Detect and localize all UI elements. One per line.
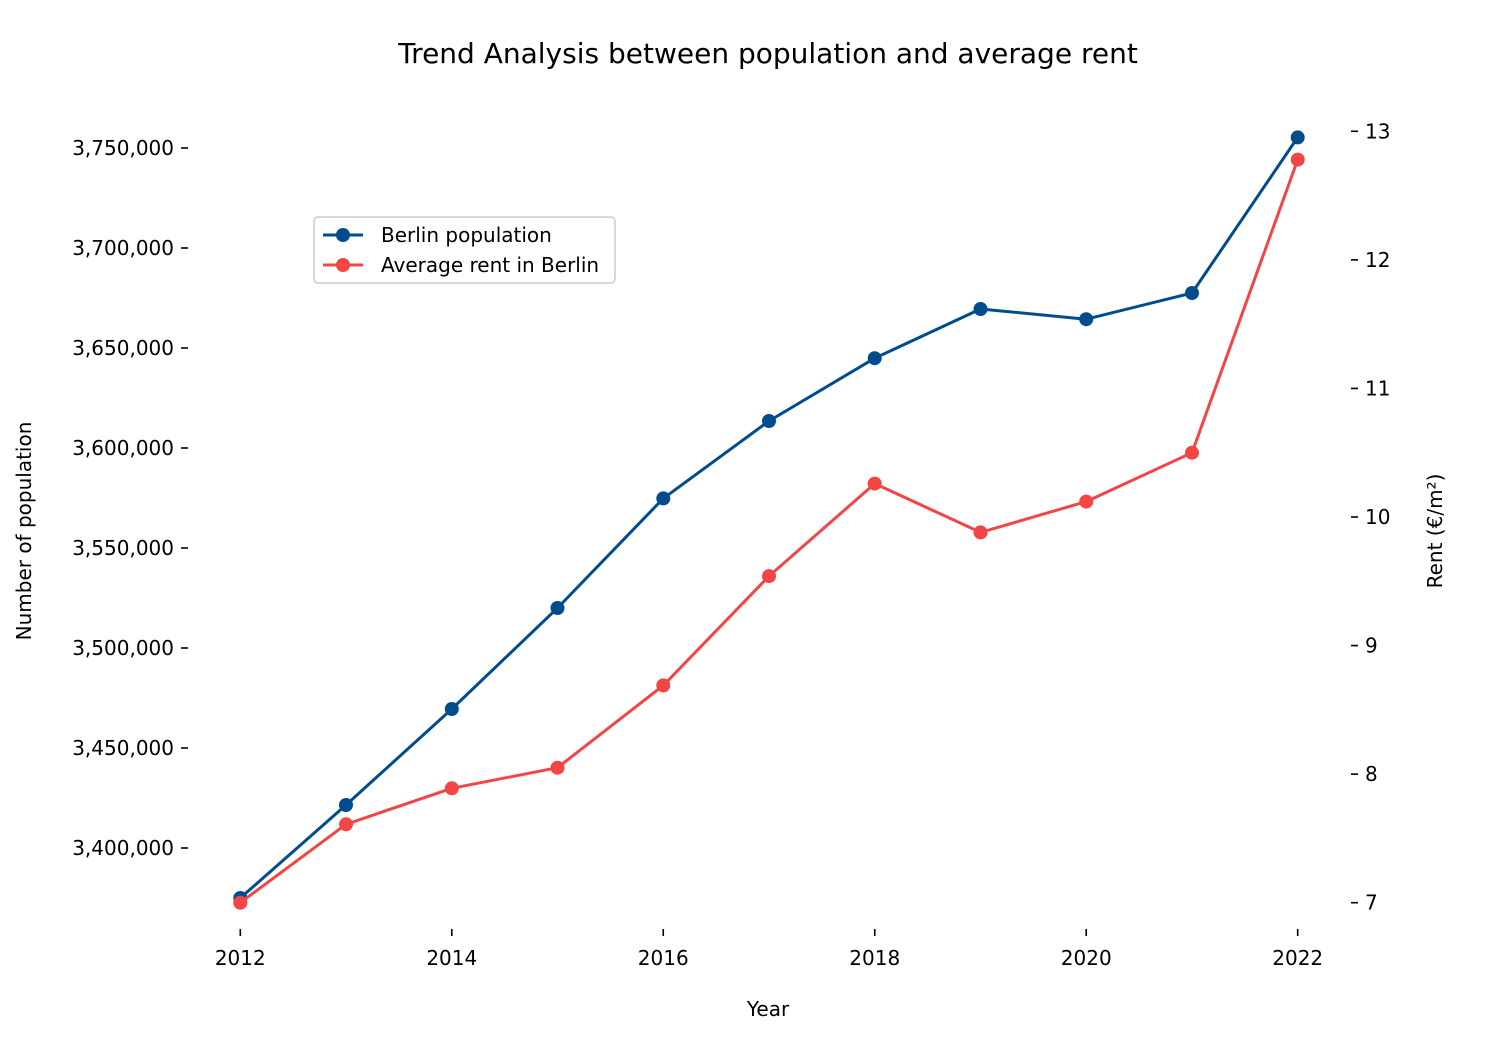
left-y-tick-label: 3,700,000 <box>72 236 174 260</box>
population-data-point <box>1290 130 1305 145</box>
chart-title: Trend Analysis between population and av… <box>397 37 1138 70</box>
rent-data-point <box>1185 445 1199 460</box>
legend-population-marker <box>336 228 350 242</box>
x-axis: 2012 2014 2016 2018 2020 2022 <box>215 929 1323 970</box>
left-y-tick-label: 3,500,000 <box>72 636 174 660</box>
series-layer <box>233 130 1305 910</box>
rent-data-point <box>233 895 248 910</box>
legend-population-label: Berlin population <box>381 223 552 247</box>
right-y-axis-title: Rent (€/m²) <box>1423 474 1447 589</box>
left-y-axis: 3,400,000 3,450,000 3,500,000 3,550,000 3,60… <box>72 136 188 860</box>
right-y-tick-label: 11 <box>1365 376 1390 400</box>
population-data-point <box>973 302 988 316</box>
right-y-tick-label: 12 <box>1365 248 1390 272</box>
population-data-point <box>444 702 459 716</box>
x-tick-label: 2016 <box>638 946 689 970</box>
left-y-tick-label: 3,550,000 <box>72 536 174 560</box>
left-y-tick-label: 3,400,000 <box>72 836 174 860</box>
left-y-tick-label: 3,650,000 <box>72 336 174 360</box>
population-data-point <box>867 351 882 366</box>
x-axis-title: Year <box>746 997 790 1021</box>
left-y-axis-title: Number of population <box>12 422 36 641</box>
population-data-point <box>1079 312 1094 327</box>
rent-data-point <box>1290 152 1305 167</box>
left-y-tick-label: 3,750,000 <box>72 136 174 160</box>
rent-data-point <box>1079 494 1094 509</box>
rent-data-point <box>867 476 882 491</box>
legend-rent-label: Average rent in Berlin <box>381 253 599 277</box>
rent-data-point <box>444 781 459 796</box>
legend-box <box>313 216 616 284</box>
right-y-tick-label: 10 <box>1365 505 1390 529</box>
population-data-point <box>1185 286 1199 300</box>
rent-data-point <box>656 678 671 693</box>
population-data-point <box>339 798 353 812</box>
rent-data-point <box>550 760 565 775</box>
population-data-point <box>656 491 671 506</box>
legend: Berlin population Average rent in Berlin <box>313 216 616 284</box>
right-y-axis: 7 8 9 10 11 12 13 <box>1351 119 1390 915</box>
right-y-tick-label: 7 <box>1365 891 1378 915</box>
left-y-tick-label: 3,450,000 <box>72 736 174 760</box>
rent-data-point <box>973 525 988 540</box>
population-data-point <box>550 601 565 615</box>
x-tick-label: 2020 <box>1061 946 1112 970</box>
x-tick-label: 2022 <box>1272 946 1323 970</box>
x-tick-label: 2014 <box>426 946 477 970</box>
right-y-tick-label: 8 <box>1365 762 1378 786</box>
x-tick-label: 2012 <box>215 946 266 970</box>
population-data-point <box>762 414 776 428</box>
rent-data-point <box>762 569 776 584</box>
left-y-tick-label: 3,600,000 <box>72 436 174 460</box>
right-y-tick-label: 13 <box>1365 119 1390 143</box>
legend-rent-marker <box>336 258 350 272</box>
right-y-tick-label: 9 <box>1365 634 1378 658</box>
rent-data-point <box>339 817 353 832</box>
x-tick-label: 2018 <box>849 946 900 970</box>
